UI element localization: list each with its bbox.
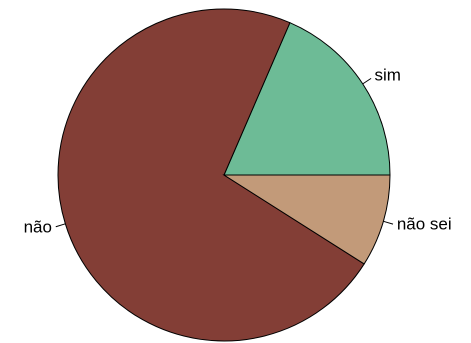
pie-tick-nao	[55, 223, 66, 228]
pie-label-sim: sim	[374, 66, 400, 85]
pie-slice-nao	[57, 8, 365, 342]
pie-label-nao: não	[24, 217, 52, 236]
pie-tick-sim	[362, 77, 372, 85]
pie-label-nao-sei: não sei	[397, 215, 452, 234]
pie-slice-nao-sei	[222, 174, 391, 265]
pie-slices	[57, 8, 391, 342]
pie-labels: sim não não sei	[24, 66, 452, 237]
pie-tick-nao-sei	[383, 220, 394, 225]
